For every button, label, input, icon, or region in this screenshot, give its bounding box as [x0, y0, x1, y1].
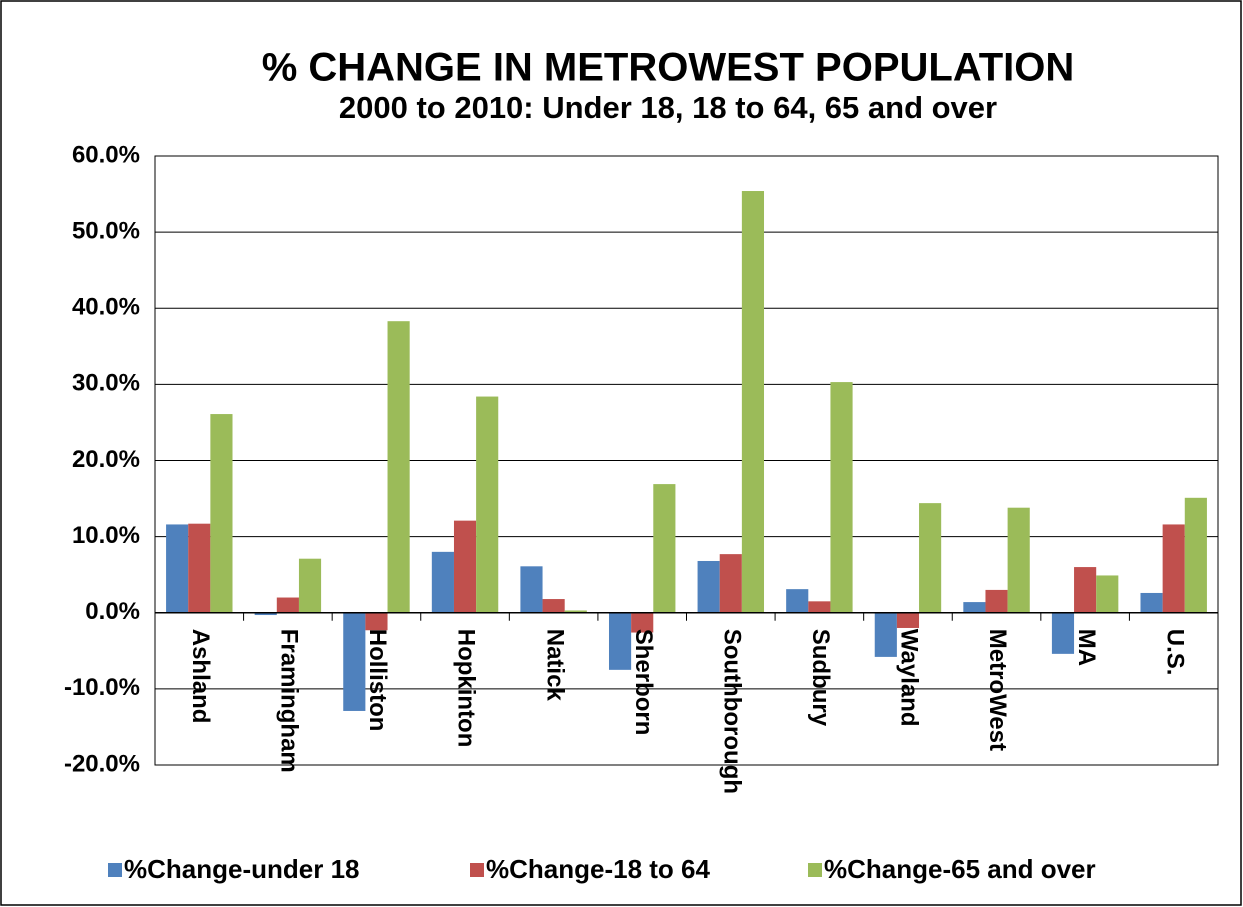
bar: [697, 560, 720, 613]
legend-swatch: [808, 863, 822, 877]
bar: [874, 612, 897, 657]
x-tick-label: Southborough: [718, 629, 745, 794]
bar: [1007, 507, 1030, 613]
y-tick-label: 0.0%: [85, 598, 140, 625]
y-tick-label: 60.0%: [72, 141, 140, 168]
bar: [786, 589, 809, 613]
bar: [453, 520, 477, 613]
legend-label: %Change-under 18: [124, 854, 360, 884]
y-tick-label: 30.0%: [72, 370, 140, 397]
x-tick-label: MetroWest: [984, 629, 1011, 751]
y-tick-label: 50.0%: [72, 217, 140, 244]
bar: [631, 612, 654, 633]
bar: [808, 601, 831, 613]
y-tick-label: -20.0%: [64, 750, 140, 777]
y-tick-label: -10.0%: [64, 674, 140, 701]
bar: [741, 191, 765, 613]
legend-label: %Change-18 to 64: [486, 854, 710, 884]
bar: [431, 551, 454, 613]
x-tick-label: Sherborn: [630, 629, 657, 736]
bar: [166, 524, 189, 613]
bar: [1140, 592, 1163, 613]
bar: [719, 554, 742, 613]
x-tick-label: U.S.: [1161, 629, 1188, 676]
bar: [1051, 612, 1075, 654]
legend-label: %Change-65 and over: [824, 854, 1096, 884]
bar: [188, 523, 211, 613]
bar: [365, 612, 388, 631]
y-tick-label: 40.0%: [72, 294, 140, 321]
x-tick-label: Natick: [541, 629, 568, 702]
x-tick-label: Framingham: [276, 629, 303, 773]
bar: [896, 612, 920, 628]
x-tick-label: Ashland: [187, 629, 214, 724]
bar: [608, 612, 632, 670]
bar: [963, 602, 986, 613]
bar: [1184, 497, 1207, 613]
x-tick-label: Holliston: [364, 629, 391, 732]
legend-swatch: [470, 863, 484, 877]
bar: [1096, 575, 1119, 613]
bar: [542, 599, 565, 613]
bar: [1074, 567, 1097, 613]
x-tick-label: Wayland: [896, 629, 923, 727]
y-tick-label: 10.0%: [72, 522, 140, 549]
chart-subtitle: 2000 to 2010: Under 18, 18 to 64, 65 and…: [339, 90, 997, 125]
bar: [830, 382, 853, 613]
bar: [254, 612, 277, 616]
legend-swatch: [108, 863, 122, 877]
bar: [919, 503, 942, 613]
x-tick-label: Hopkinton: [453, 629, 480, 748]
bar: [476, 396, 499, 613]
bar: [985, 589, 1008, 613]
bar: [387, 321, 410, 613]
bar: [298, 558, 322, 613]
bar: [520, 566, 543, 613]
x-tick-label: MA: [1073, 629, 1100, 666]
bar: [210, 414, 233, 613]
bar: [276, 597, 299, 613]
y-tick-label: 20.0%: [72, 446, 140, 473]
bar: [1162, 524, 1185, 613]
bar: [343, 612, 366, 711]
x-tick-label: Sudbury: [807, 629, 834, 727]
bar: [653, 484, 676, 613]
chart-title: % CHANGE IN METROWEST POPULATION: [262, 46, 1075, 90]
bar: [564, 610, 587, 613]
